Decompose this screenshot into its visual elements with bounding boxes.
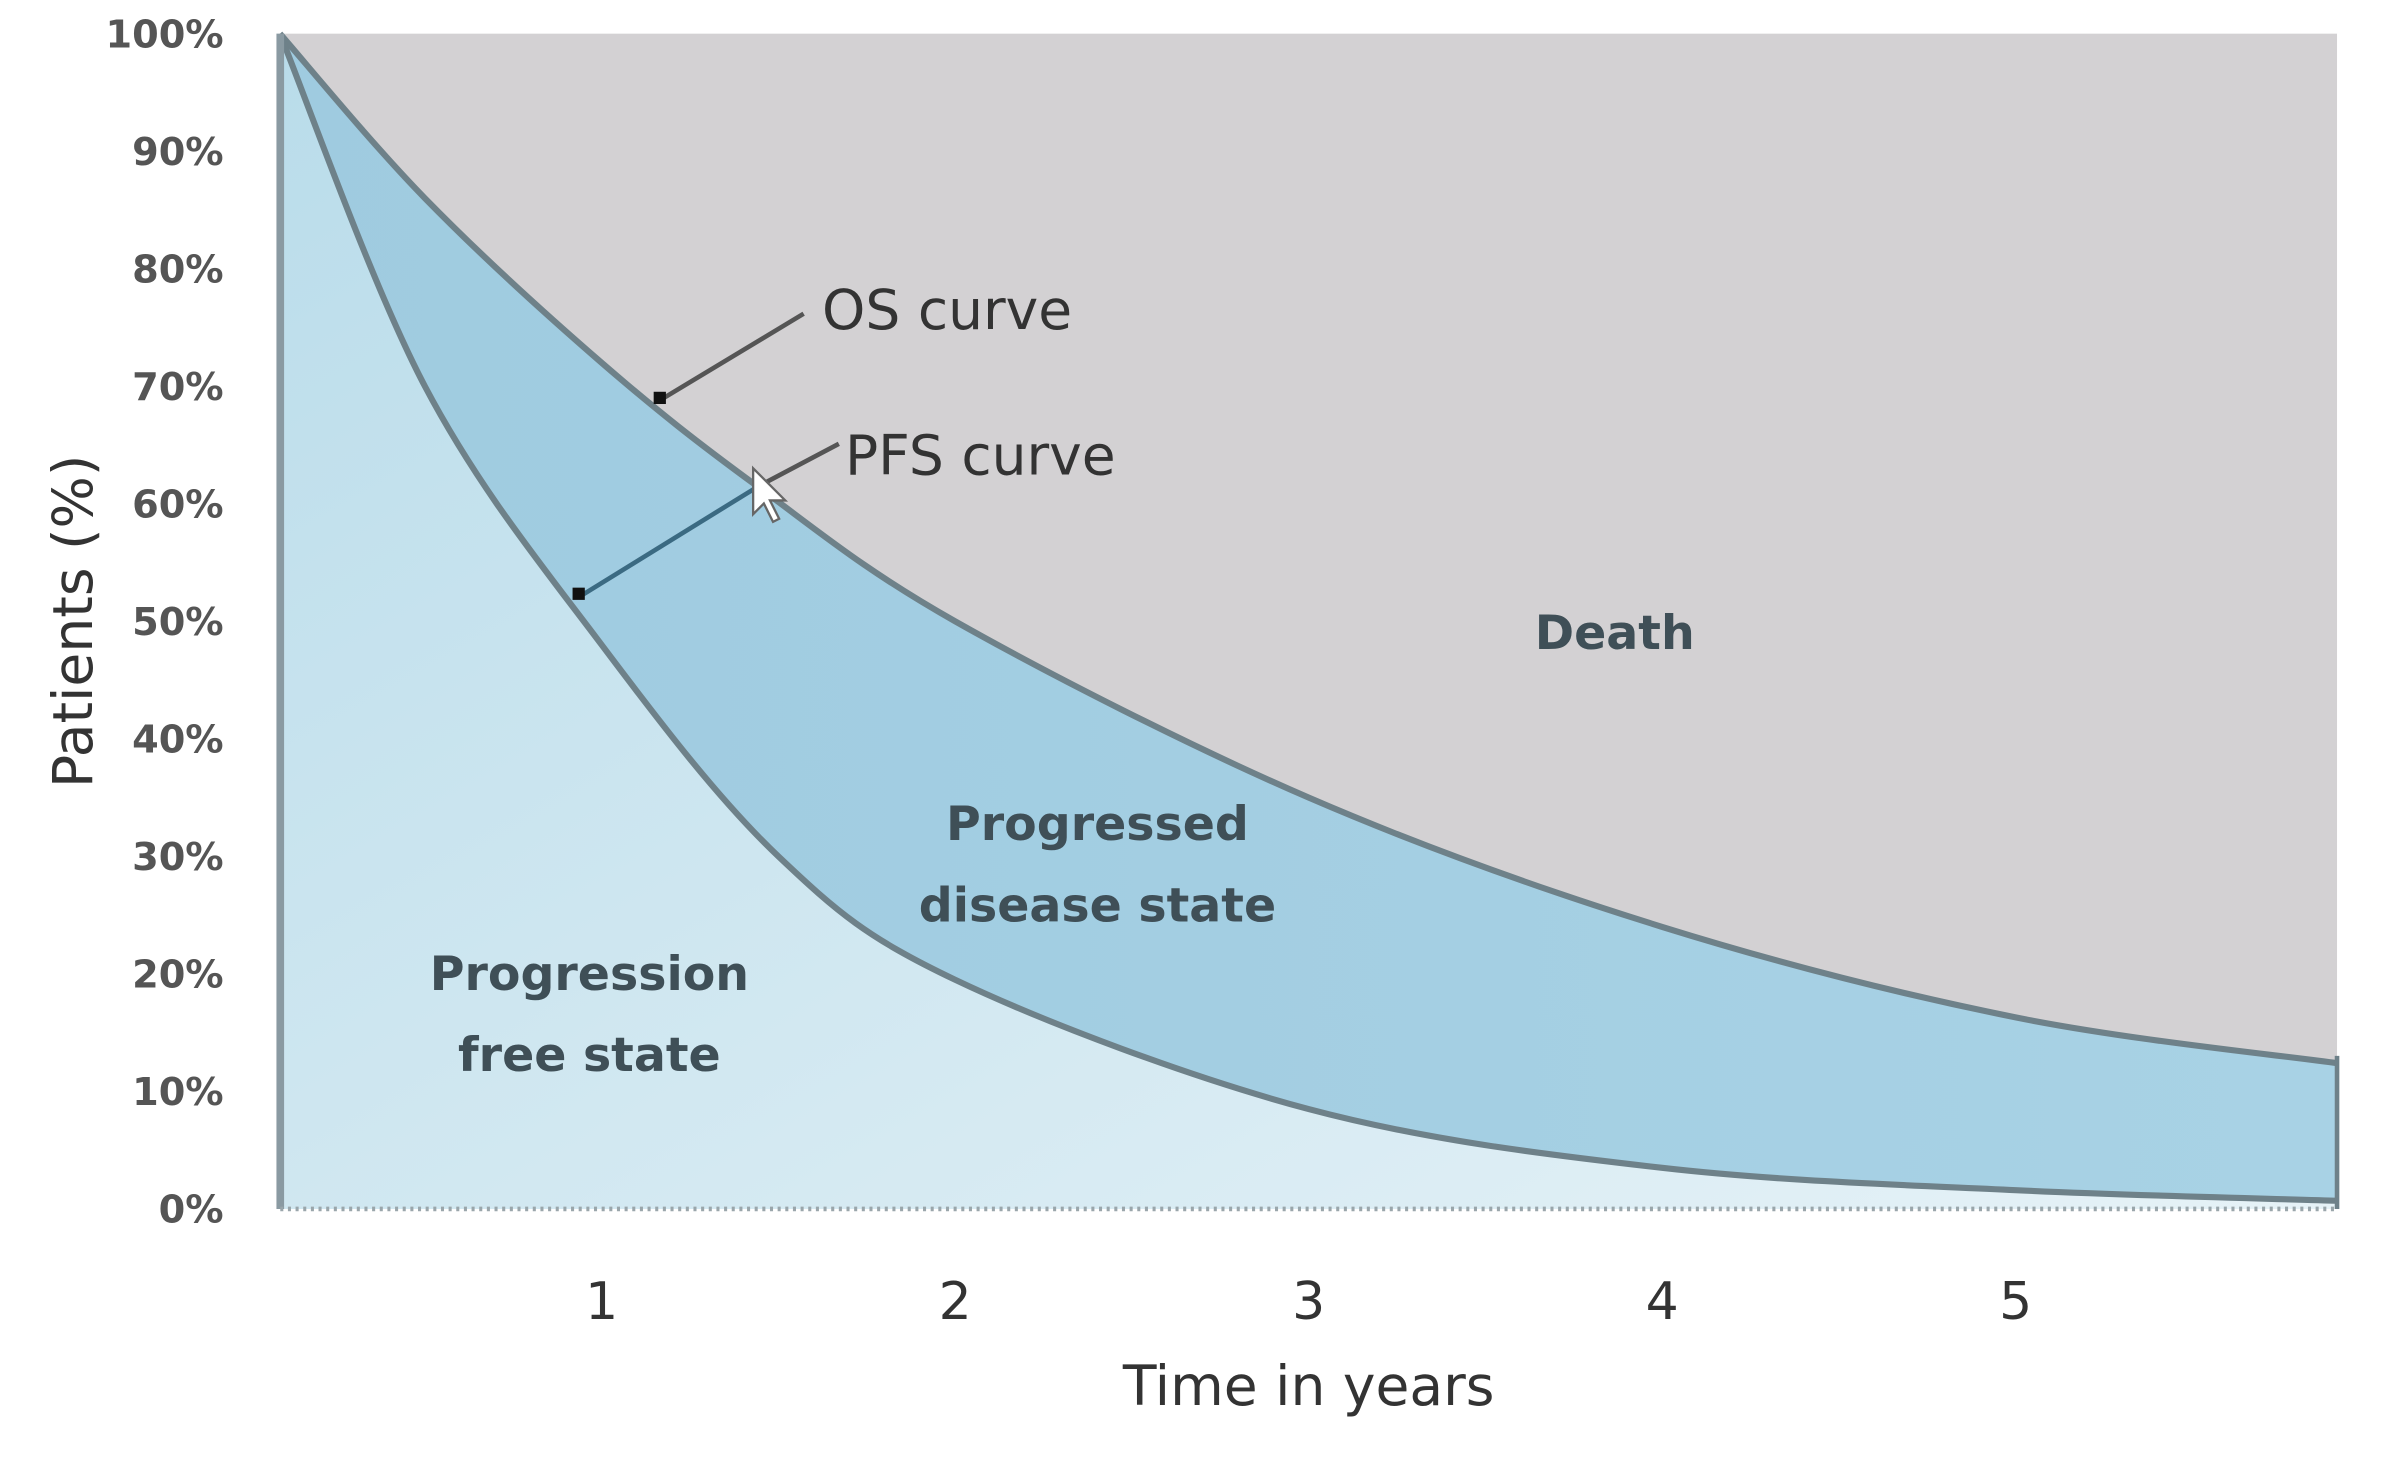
pfs-leader-marker (572, 587, 585, 600)
pfs-curve-label: PFS curve (845, 423, 1116, 487)
pfs-region-label-1: Progression (430, 947, 749, 1002)
y-tick-label: 40% (132, 718, 224, 763)
x-tick-label: 1 (585, 1272, 618, 1332)
os-curve-label: OS curve (822, 278, 1072, 342)
pfs-region-label-2: free state (458, 1028, 721, 1083)
pfs-curve-line (277, 32, 2338, 1204)
x-tick-label: 4 (1646, 1272, 1679, 1332)
x-axis-label: Time in years (1122, 1354, 1495, 1418)
progressed-region-label-1: Progressed (946, 797, 1249, 852)
y-axis-label: Patients (%) (41, 455, 105, 788)
x-tick-label: 2 (939, 1272, 972, 1332)
os-curve-line (277, 31, 2338, 1067)
y-tick-label: 70% (132, 365, 224, 410)
y-tick-label: 100% (105, 12, 223, 57)
pfs-leader-arrow (580, 484, 759, 598)
y-tick-label: 0% (159, 1188, 224, 1233)
pfs-leader-line (756, 441, 840, 489)
y-tick-label: 90% (132, 130, 224, 175)
y-tick-label: 60% (132, 483, 224, 528)
os-leader-line (660, 311, 805, 402)
y-tick-label: 30% (132, 835, 224, 880)
x-tick-label: 3 (1292, 1272, 1325, 1332)
y-tick-label: 50% (132, 600, 224, 645)
progressed-region-label-2: disease state (919, 878, 1276, 933)
y-tick-label: 20% (132, 953, 224, 998)
death-region-label: Death (1535, 606, 1695, 661)
x-tick-label: 5 (1999, 1272, 2032, 1332)
y-tick-label: 80% (132, 247, 224, 292)
mouse-cursor-icon (751, 465, 789, 524)
os-leader-marker (653, 391, 666, 405)
y-tick-label: 10% (132, 1070, 224, 1115)
progression-free-region (279, 33, 2338, 1209)
